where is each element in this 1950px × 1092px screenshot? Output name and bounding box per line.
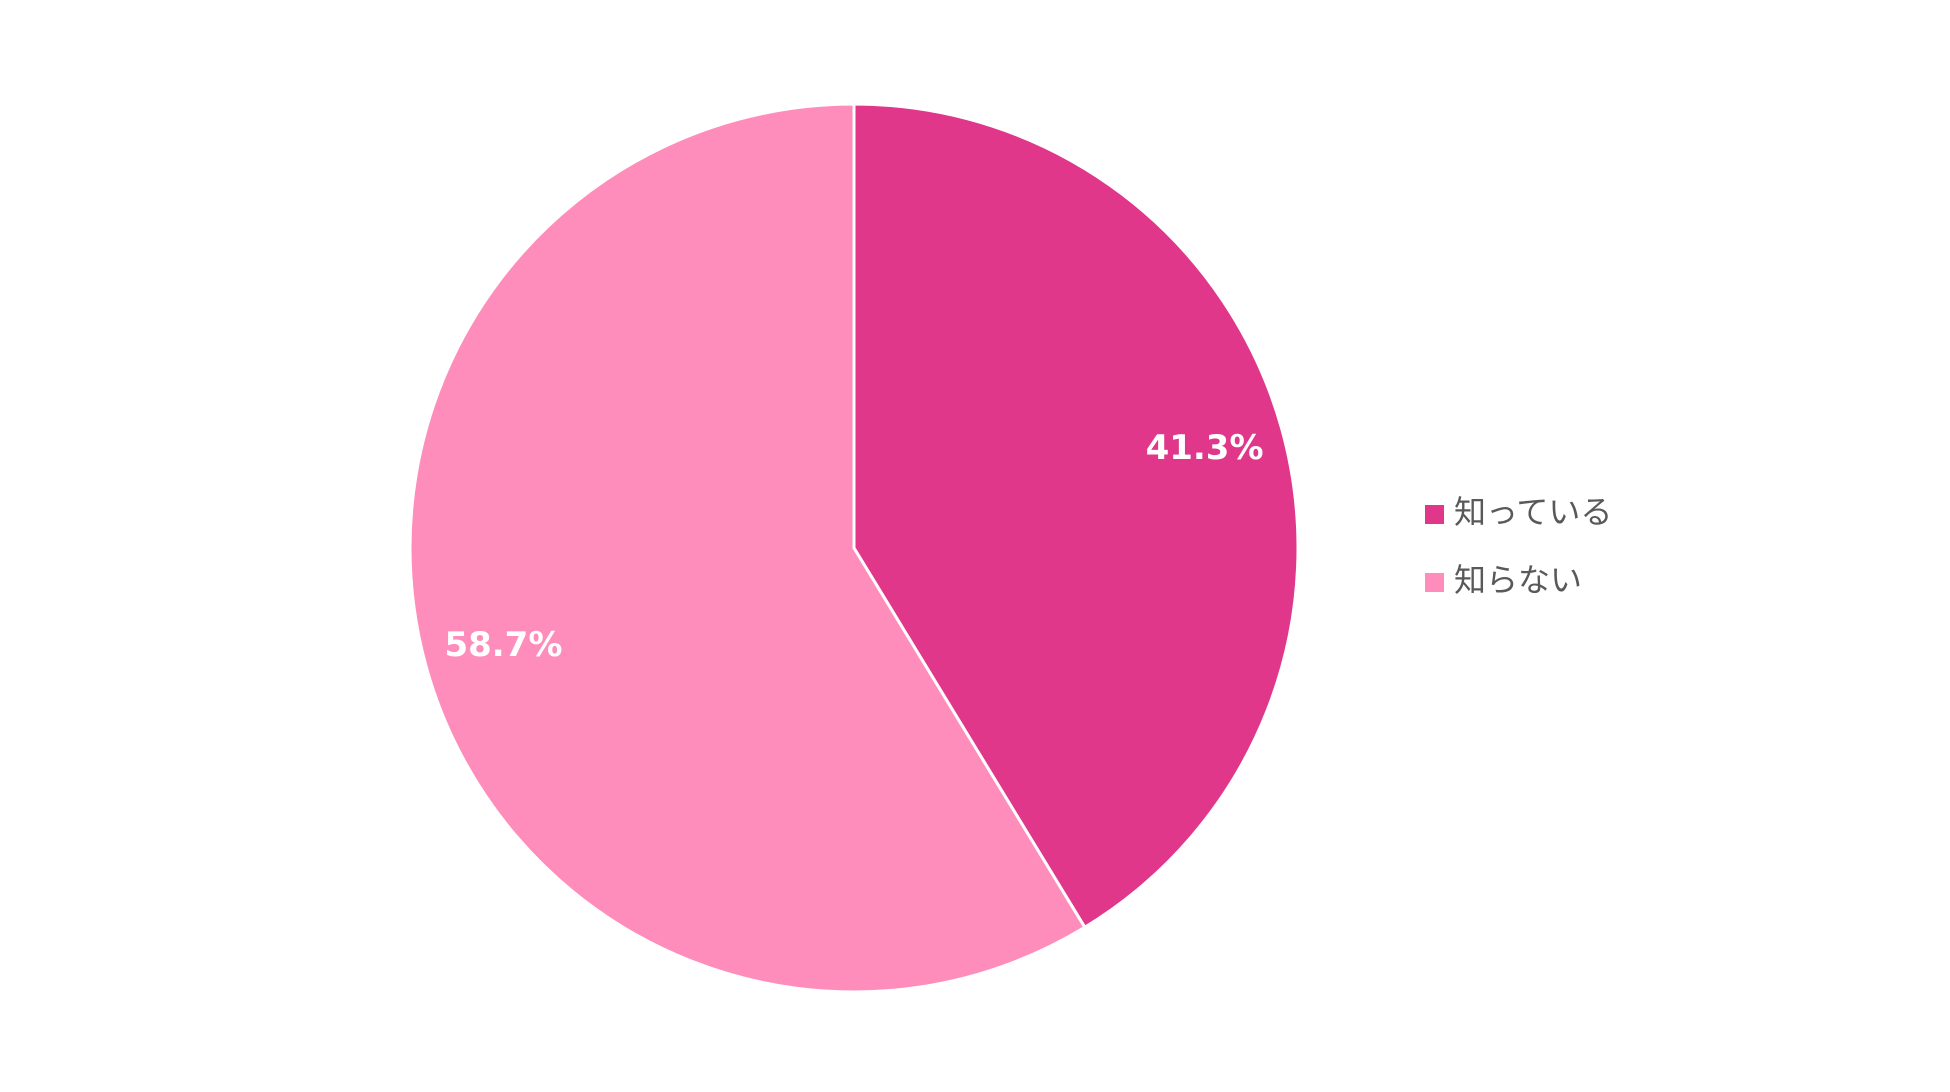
legend-swatch bbox=[1425, 573, 1444, 592]
value-label: 58.7% bbox=[444, 625, 562, 665]
pie-slice bbox=[852, 102, 1300, 930]
legend-swatch bbox=[1425, 505, 1444, 524]
legend-label: 知っている bbox=[1454, 493, 1612, 531]
legend-label: 知らない bbox=[1454, 561, 1582, 599]
pie-slice bbox=[408, 102, 1087, 994]
value-label: 41.3% bbox=[1146, 428, 1264, 468]
